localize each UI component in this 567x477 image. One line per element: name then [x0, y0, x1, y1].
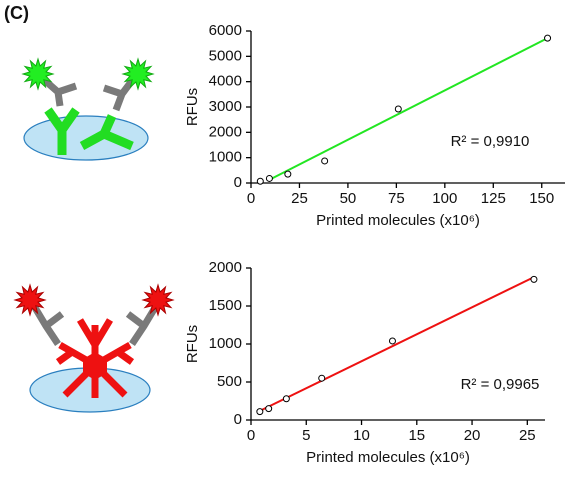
- data-point: [266, 406, 272, 412]
- data-point: [257, 409, 263, 415]
- y-tick-label: 2000: [209, 259, 242, 276]
- x-tick-label: 75: [388, 190, 405, 207]
- y-tick-label: 1000: [209, 335, 242, 352]
- data-point: [319, 375, 325, 381]
- x-axis-label: Printed molecules (x10⁶): [316, 212, 480, 229]
- y-tick-label: 6000: [209, 22, 242, 39]
- panel-label: (C): [4, 3, 29, 23]
- fluorophore: [143, 285, 173, 315]
- y-tick-label: 2000: [209, 123, 242, 140]
- y-tick-label: 0: [234, 174, 242, 191]
- antibody: [42, 78, 76, 106]
- x-tick-label: 15: [408, 427, 425, 444]
- data-point: [545, 35, 551, 41]
- annotation: R² = 0,9965: [461, 376, 540, 393]
- y-tick-label: 500: [217, 373, 242, 390]
- y-tick-label: 4000: [209, 73, 242, 90]
- illustration-green: [24, 78, 148, 160]
- data-point: [531, 276, 537, 282]
- x-tick-label: 5: [302, 427, 310, 444]
- annotation: R² = 0,9910: [451, 133, 530, 150]
- data-point: [389, 338, 395, 344]
- x-tick-label: 0: [247, 190, 255, 207]
- x-tick-label: 20: [464, 427, 481, 444]
- y-tick-label: 1500: [209, 297, 242, 314]
- surface: [24, 116, 148, 160]
- x-tick-label: 125: [481, 190, 506, 207]
- antibody: [34, 306, 62, 344]
- illustration-red: [30, 306, 156, 412]
- data-point: [266, 175, 272, 181]
- data-point: [395, 106, 401, 112]
- y-tick-label: 0: [234, 411, 242, 428]
- y-tick-label: 3000: [209, 98, 242, 115]
- figure: (C) 010002000300040005000600002550751001…: [0, 0, 567, 477]
- x-tick-label: 25: [291, 190, 308, 207]
- y-axis-label: RFUs: [184, 325, 201, 363]
- data-point: [322, 158, 328, 164]
- data-point: [257, 178, 263, 184]
- y-axis-label: RFUs: [184, 88, 201, 126]
- y-tick-label: 1000: [209, 149, 242, 166]
- x-axis-label: Printed molecules (x10⁶): [306, 449, 470, 466]
- data-point: [283, 396, 289, 402]
- x-tick-label: 150: [529, 190, 554, 207]
- data-point: [285, 171, 291, 177]
- fit-line: [269, 38, 547, 180]
- antibody: [104, 78, 134, 110]
- x-tick-label: 10: [353, 427, 370, 444]
- y-tick-label: 5000: [209, 47, 242, 64]
- x-tick-label: 50: [340, 190, 357, 207]
- x-tick-label: 0: [247, 427, 255, 444]
- x-tick-label: 100: [432, 190, 457, 207]
- x-tick-label: 25: [519, 427, 536, 444]
